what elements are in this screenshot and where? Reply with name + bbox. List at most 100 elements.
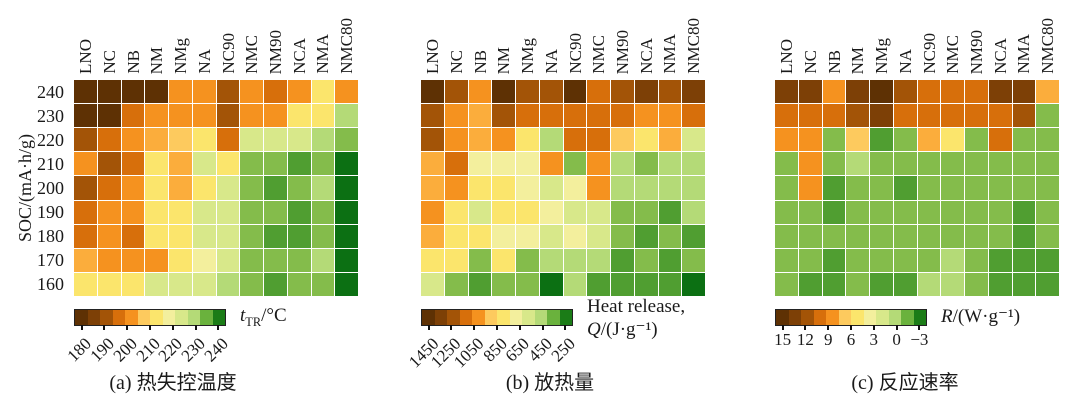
heatmap-cell: [192, 248, 216, 272]
column-label-text: NC90: [565, 33, 585, 74]
heatmap-cell: [539, 104, 563, 128]
heatmap-cell: [264, 80, 287, 104]
heatmap-cell: [988, 152, 1012, 176]
heatmap-cell: [169, 176, 192, 200]
column-label: LNO: [775, 2, 799, 74]
heatmap-cell: [169, 128, 192, 152]
colorbar-tick: [473, 325, 476, 330]
heatmap-cell: [97, 128, 121, 152]
column-label: NB: [822, 2, 846, 74]
heatmap-cell: [1036, 104, 1059, 128]
heatmap-cell: [468, 80, 492, 104]
heatmap-cell: [311, 80, 335, 104]
heatmap-cell: [97, 176, 121, 200]
heatmap-cell: [216, 128, 240, 152]
heatmap-cell: [822, 80, 846, 104]
column-label: LNO: [421, 2, 445, 74]
heatmap-cell: [611, 152, 634, 176]
column-label-text: NMC80: [337, 18, 357, 74]
heatmap-cell: [444, 248, 468, 272]
heatmap-cell: [870, 128, 893, 152]
heatmap-cell: [611, 224, 634, 248]
heatmap-cell: [421, 224, 444, 248]
heatmap-cell: [444, 152, 468, 176]
colorbar-tick-label: 6: [846, 330, 856, 349]
heatmap-cell: [264, 152, 287, 176]
heatmap-cell: [240, 152, 263, 176]
colorbar-segment: [75, 310, 88, 325]
heatmap-cell: [611, 176, 634, 200]
column-label: NMC80: [682, 2, 706, 74]
heatmap-cell: [121, 248, 145, 272]
heatmap-cell: [145, 272, 168, 296]
heatmap-cell: [492, 248, 515, 272]
heatmap-cell: [516, 248, 539, 272]
heatmap-cell: [516, 104, 539, 128]
colorbar-tick-label: 9: [823, 330, 833, 349]
column-label-text: LNO: [423, 39, 443, 74]
heatmap-cell: [74, 248, 97, 272]
heatmap-cell: [492, 104, 515, 128]
heatmap-cell: [74, 80, 97, 104]
heatmap-cell: [1012, 224, 1036, 248]
column-label-text: NA: [895, 49, 915, 74]
y-axis-tick-label: 240: [37, 82, 64, 102]
heatmap-cell: [846, 200, 869, 224]
colorbar-tick: [171, 325, 174, 330]
heatmap-cell: [658, 104, 682, 128]
column-label-text: NC90: [218, 33, 238, 74]
heatmap-cell: [917, 272, 941, 296]
column-label: NC: [445, 2, 469, 74]
heatmap-cell: [287, 176, 311, 200]
heatmap-cell: [192, 176, 216, 200]
heatmap-cell: [145, 224, 168, 248]
heatmap-cell: [893, 248, 917, 272]
heatmap-cell: [335, 128, 358, 152]
heatmap-cell: [611, 104, 634, 128]
colorbar-tick: [804, 325, 807, 330]
column-label-text: NMA: [313, 34, 333, 74]
column-label: NMg: [169, 2, 193, 74]
column-label: NMC: [587, 2, 611, 74]
heatmap-cell: [893, 200, 917, 224]
heatmap-cell: [240, 104, 263, 128]
heatmap-cell: [775, 200, 798, 224]
heatmap-cell: [74, 128, 97, 152]
heatmap-cell: [516, 80, 539, 104]
heatmap-cell: [192, 128, 216, 152]
heatmap-cell: [893, 224, 917, 248]
scale-label-line1: Heat release,: [587, 296, 686, 317]
column-label: LNO: [74, 2, 98, 74]
heatmap-cell: [145, 104, 168, 128]
colorbar-segment: [459, 310, 472, 325]
heatmap-cell: [539, 200, 563, 224]
heatmap-cell: [798, 272, 822, 296]
heatmap-cell: [870, 224, 893, 248]
heatmap-cell: [421, 248, 444, 272]
heatmap-cell: [421, 200, 444, 224]
heatmap-cell: [775, 80, 798, 104]
heatmap-cell: [775, 176, 798, 200]
heatmap-cell: [988, 200, 1012, 224]
column-label: NCA: [287, 2, 311, 74]
y-axis-tick-label: 230: [37, 106, 64, 126]
heatmap-cell: [587, 200, 610, 224]
column-label: NM: [846, 2, 870, 74]
heatmap-cell: [941, 176, 964, 200]
heatmap-cell: [264, 128, 287, 152]
heatmap-cell: [121, 80, 145, 104]
heatmap-cell: [97, 224, 121, 248]
heatmap-cell: [988, 80, 1012, 104]
heatmap-cell: [492, 200, 515, 224]
heatmap-cell: [192, 80, 216, 104]
heatmap-cell: [421, 80, 444, 104]
heatmap-cell: [822, 272, 846, 296]
heatmap-cell: [74, 272, 97, 296]
heatmap-cell: [97, 272, 121, 296]
heatmap-cell: [121, 272, 145, 296]
heatmap-cell: [444, 104, 468, 128]
heatmap-cell: [97, 80, 121, 104]
heatmap-cell: [587, 80, 610, 104]
heatmap-cell: [611, 128, 634, 152]
